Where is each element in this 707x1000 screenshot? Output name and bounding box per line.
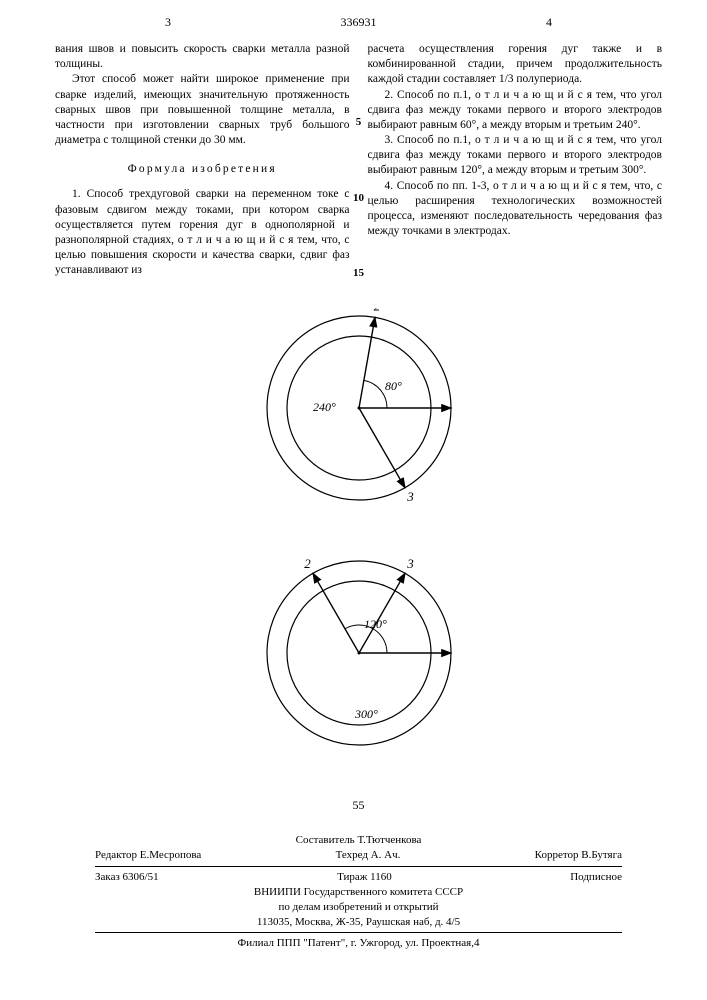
tirage: Тираж 1160	[337, 870, 392, 885]
colophon: Составитель Т.Тютченкова Редактор Е.Меср…	[55, 833, 662, 951]
svg-text:2: 2	[304, 556, 311, 571]
page-header: 3 336931 4	[55, 15, 662, 30]
svg-text:300°: 300°	[354, 707, 378, 721]
page-number-bottom: 55	[55, 798, 662, 813]
divider	[95, 932, 622, 933]
order-no: Заказ 6306/51	[95, 870, 159, 885]
line-number: 10	[353, 192, 364, 204]
line-number: 15	[353, 267, 364, 279]
left-column: вания швов и повысить скорость сварки ме…	[55, 42, 350, 278]
page-num-right: 4	[546, 15, 552, 30]
claim: 4. Способ по пп. 1-3, о т л и ч а ю щ и …	[368, 179, 663, 240]
divider	[95, 866, 622, 867]
org-line: по делам изобретений и открытий	[55, 900, 662, 915]
figures-block: 12380°240° 123120°300°	[224, 308, 494, 753]
techred: Техред А. Ач.	[336, 848, 401, 863]
text-columns: 5 10 15 вания швов и повысить скорость с…	[55, 42, 662, 278]
paragraph: Этот способ может найти широкое применен…	[55, 72, 350, 148]
compiler: Составитель Т.Тютченкова	[55, 833, 662, 848]
patent-number: 336931	[341, 15, 377, 30]
org-line: ВНИИПИ Государственного комитета СССР	[55, 885, 662, 900]
figure-2: 123120°300°	[259, 553, 459, 753]
editor: Редактор Е.Месропова	[95, 848, 201, 863]
right-column: расчета осуществления горения дуг также …	[368, 42, 663, 278]
corrector: Корретор В.Бутяга	[535, 848, 622, 863]
claim: 3. Способ по п.1, о т л и ч а ю щ и й с …	[368, 133, 663, 179]
claim: 1. Способ трехдуговой сварки на переменн…	[55, 187, 350, 278]
paragraph: расчета осуществления горения дуг также …	[368, 42, 663, 88]
branch: Филиал ППП "Патент", г. Ужгород, ул. Про…	[55, 936, 662, 951]
page-num-left: 3	[165, 15, 171, 30]
svg-text:3: 3	[406, 556, 414, 571]
figure-1: 12380°240°	[259, 308, 459, 508]
svg-text:240°: 240°	[313, 400, 336, 414]
svg-text:3: 3	[406, 490, 414, 505]
line-number: 5	[356, 116, 362, 128]
formula-heading: Формула изобретения	[55, 162, 350, 177]
svg-text:80°: 80°	[385, 379, 402, 393]
svg-text:120°: 120°	[364, 617, 387, 631]
address: 113035, Москва, Ж-35, Раушская наб, д. 4…	[55, 915, 662, 930]
claim: 2. Способ по п.1, о т л и ч а ю щ и й с …	[368, 88, 663, 134]
paragraph: вания швов и повысить скорость сварки ме…	[55, 42, 350, 72]
svg-text:2: 2	[373, 308, 380, 314]
signed: Подписное	[570, 870, 622, 885]
